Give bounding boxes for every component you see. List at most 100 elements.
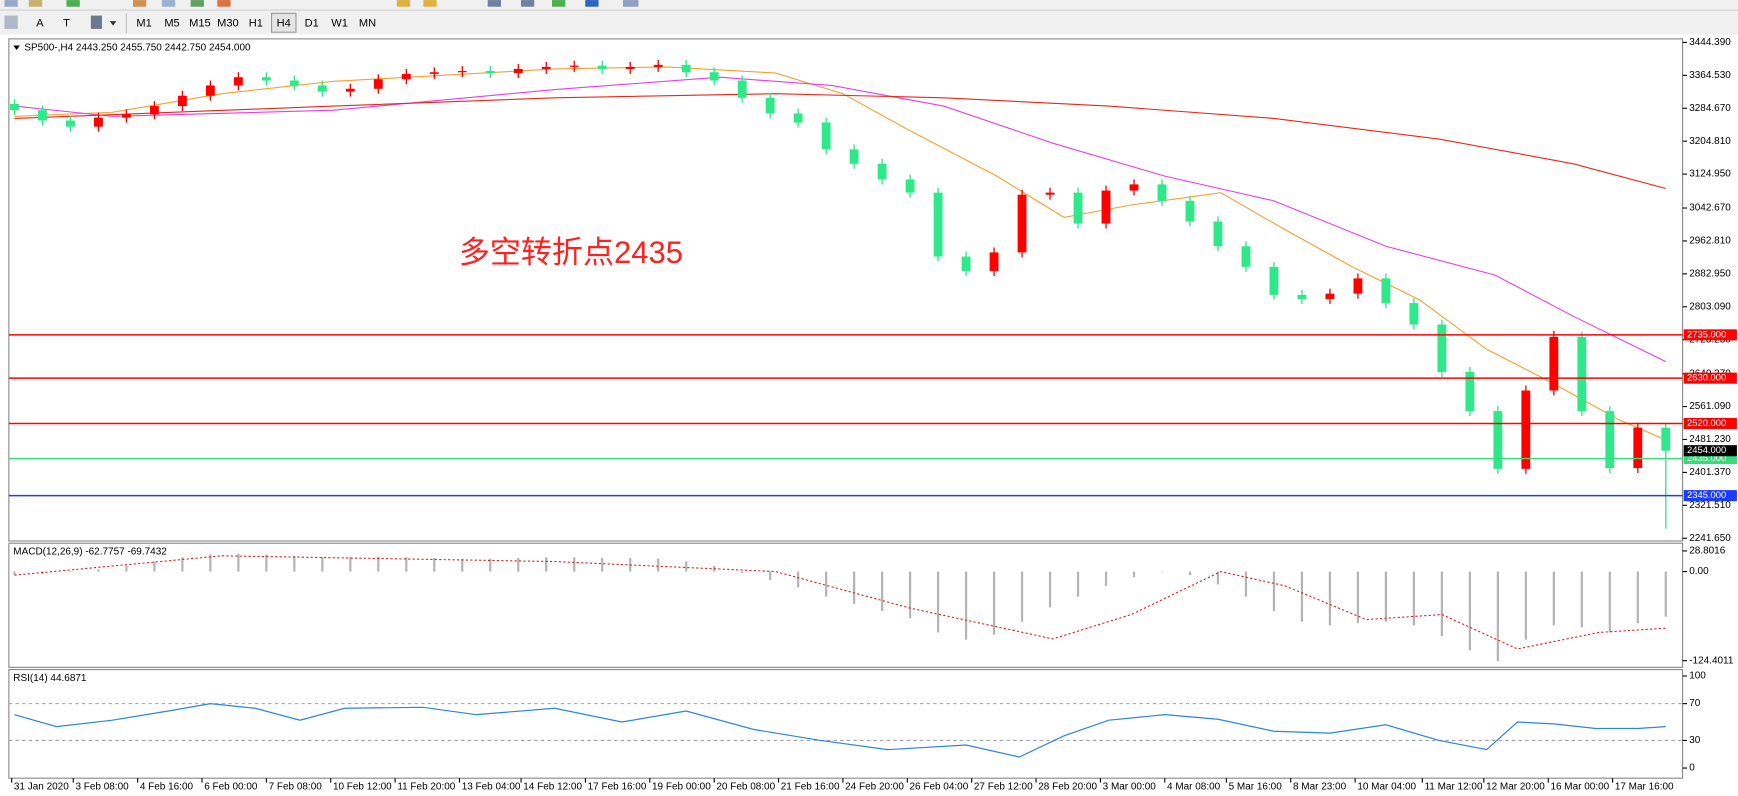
tool-icon[interactable] <box>161 0 176 7</box>
y-tick-label: 2481.230 <box>1689 434 1731 445</box>
macd-bar <box>964 571 968 640</box>
macd-bar <box>1160 571 1164 573</box>
macd-bar <box>1440 571 1443 637</box>
tool-button[interactable]: T <box>63 17 70 29</box>
y-tick-label: 3444.390 <box>1689 37 1731 48</box>
candle-body <box>1549 336 1559 391</box>
tool-icon[interactable] <box>551 0 566 7</box>
macd-bar <box>461 558 464 572</box>
candle-body <box>149 106 159 115</box>
timeframe-button[interactable]: W1 <box>331 17 348 29</box>
macd-bar <box>1076 571 1080 597</box>
timeframe-button[interactable]: M5 <box>164 17 179 29</box>
macd-bar <box>825 571 828 597</box>
y-tick-label: 3042.670 <box>1689 203 1731 214</box>
candle-body <box>289 80 299 86</box>
candle-body <box>625 66 635 69</box>
x-tick-label: 14 Feb 12:00 <box>523 782 582 793</box>
candle-body <box>765 97 775 114</box>
macd-bar <box>1020 571 1024 622</box>
dropdown-arrow[interactable] <box>109 21 117 26</box>
last-price-label: 2454.000 <box>1687 444 1726 455</box>
x-tick-label: 12 Mar 20:00 <box>1486 782 1545 793</box>
tool-icon[interactable] <box>4 0 18 7</box>
y-tick-label: 2241.650 <box>1689 533 1731 544</box>
price-level-label: 2435.000 <box>1687 452 1726 463</box>
candle-body <box>541 66 551 69</box>
candle-body <box>1409 303 1419 325</box>
candle-body <box>233 77 243 86</box>
annotation: 多空转折点2435 <box>459 235 683 270</box>
candle-body <box>1633 427 1643 469</box>
candle-body <box>1017 194 1027 253</box>
x-tick-label: 3 Feb 08:00 <box>75 782 129 793</box>
macd-bar <box>936 571 940 633</box>
tool-icon[interactable] <box>520 0 535 7</box>
candle-body <box>989 252 999 271</box>
timeframe-button[interactable]: H1 <box>249 17 263 29</box>
candle-body <box>1185 200 1195 222</box>
shapes-icon[interactable] <box>90 15 102 29</box>
tool-icon[interactable] <box>66 0 80 7</box>
x-tick-label: 5 Mar 16:00 <box>1229 782 1283 793</box>
candle-body <box>877 163 887 180</box>
macd-bar <box>1496 571 1499 662</box>
macd-bar <box>1328 571 1332 626</box>
y-tick-label: -124.4011 <box>1689 655 1734 666</box>
tool-button[interactable]: A <box>36 17 44 29</box>
candle-body <box>933 192 943 257</box>
macd-bar <box>1524 571 1527 640</box>
candle-body <box>38 110 47 121</box>
x-tick-label: 26 Feb 04:00 <box>910 782 969 793</box>
tool-icon[interactable] <box>28 0 43 7</box>
tool-icon[interactable] <box>585 0 599 7</box>
macd-signal <box>14 555 1666 650</box>
candle-body <box>1045 192 1055 195</box>
macd-bar <box>1356 571 1360 624</box>
timeframe-button[interactable]: D1 <box>305 17 319 29</box>
y-tick-label: 3364.530 <box>1689 70 1731 81</box>
candle-body <box>1157 184 1167 201</box>
candle-body <box>905 179 915 193</box>
candle-body <box>205 85 215 96</box>
candle-body <box>429 72 439 74</box>
timeframe-button[interactable]: M30 <box>217 17 239 29</box>
tool-icon[interactable] <box>133 0 147 7</box>
candle-body <box>317 85 327 92</box>
timeframe-button[interactable]: M15 <box>189 17 211 29</box>
macd-bar <box>601 557 604 572</box>
candle-body <box>681 64 691 73</box>
macd-bar <box>1048 571 1052 608</box>
macd-bar <box>1216 571 1220 585</box>
tool-icon[interactable] <box>217 0 231 7</box>
x-tick-label: 10 Feb 12:00 <box>333 782 392 793</box>
timeframe-button[interactable]: MN <box>359 17 376 29</box>
x-tick-label: 17 Mar 16:00 <box>1615 782 1674 793</box>
candle-body <box>1521 390 1531 469</box>
tool-icon[interactable] <box>396 0 411 7</box>
tool-icon[interactable] <box>423 0 437 7</box>
candle-body <box>793 113 803 123</box>
timeframe-button[interactable]: H4 <box>277 17 291 29</box>
macd-bar <box>517 557 520 572</box>
x-tick-label: 7 Feb 08:00 <box>269 782 323 793</box>
candle-body <box>1381 278 1391 304</box>
moving-average <box>14 93 1666 190</box>
macd-bar <box>657 558 660 572</box>
tool-icon[interactable] <box>487 0 502 7</box>
cursor-icon[interactable] <box>4 15 18 29</box>
y-tick-label: 0 <box>1689 763 1695 774</box>
tool-icon[interactable] <box>190 0 204 7</box>
macd-bar <box>1636 571 1639 624</box>
rsi-label: RSI(14) 44.6871 <box>13 673 87 684</box>
tool-icon[interactable] <box>622 0 639 7</box>
macd-bar <box>741 571 744 574</box>
price-level-label: 2735.000 <box>1687 328 1726 339</box>
candle-body <box>1129 184 1139 191</box>
macd-panel <box>8 542 1684 668</box>
candle-body <box>1297 294 1307 299</box>
timeframe-button[interactable]: M1 <box>136 17 151 29</box>
